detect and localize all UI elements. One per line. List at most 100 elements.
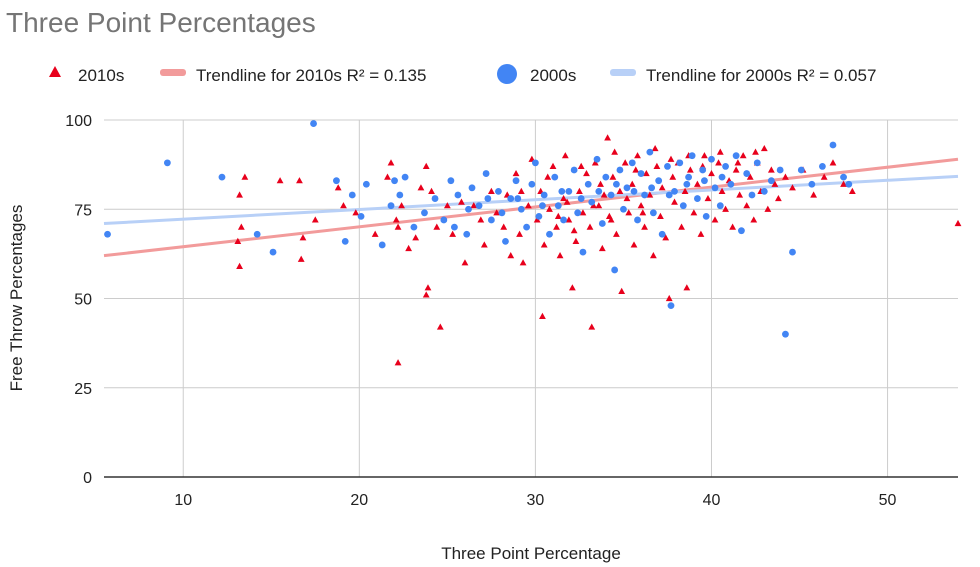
point-2000s — [484, 195, 492, 202]
point-2010s — [299, 234, 307, 241]
point-2000s — [498, 209, 506, 217]
point-2000s — [782, 330, 789, 338]
point-2000s — [310, 120, 317, 127]
gridlines — [104, 119, 958, 477]
x-tick-label: 50 — [879, 492, 897, 509]
point-2010s — [392, 216, 400, 223]
point-2010s — [436, 323, 444, 330]
point-2010s — [729, 223, 737, 230]
point-2010s — [609, 173, 617, 180]
point-2010s — [572, 237, 580, 244]
point-2000s — [554, 202, 562, 210]
point-2000s — [655, 177, 663, 185]
point-2010s — [241, 173, 249, 180]
point-2010s — [583, 169, 590, 177]
point-2010s — [297, 255, 305, 262]
point-2000s — [637, 170, 645, 177]
y-tick-label: 0 — [83, 470, 92, 487]
point-2000s — [539, 202, 546, 210]
point-2000s — [535, 212, 543, 220]
point-2000s — [620, 205, 627, 213]
point-2000s — [607, 191, 615, 199]
point-2000s — [789, 248, 796, 256]
point-2000s — [507, 195, 515, 202]
point-2010s — [722, 205, 729, 212]
point-2010s — [352, 209, 360, 216]
point-2010s — [371, 230, 379, 237]
point-2010s — [671, 198, 678, 205]
legend: 2010s Trendline for 2010s R² = 0.135 200… — [49, 64, 876, 85]
point-2010s — [623, 194, 631, 202]
point-2000s — [387, 202, 395, 210]
point-2000s — [679, 202, 687, 210]
point-2010s — [565, 216, 573, 223]
axes: 0 25 50 75 100 10 20 30 40 50 — [65, 113, 958, 509]
point-2010s — [236, 191, 243, 198]
point-2010s — [686, 166, 694, 173]
x-tick-label: 30 — [527, 492, 545, 509]
point-2000s — [218, 173, 226, 181]
point-2010s — [417, 184, 425, 191]
point-2000s — [333, 177, 340, 185]
point-2010s — [639, 209, 647, 216]
point-2010s — [311, 216, 319, 223]
point-2010s — [598, 244, 606, 252]
point-2010s — [384, 173, 391, 180]
point-2010s — [697, 230, 705, 237]
point-2010s — [236, 262, 243, 269]
point-2010s — [613, 230, 620, 237]
point-2010s — [840, 180, 847, 187]
point-2010s — [642, 169, 650, 177]
point-2000s — [598, 220, 606, 227]
point-2000s — [595, 188, 603, 195]
point-2010s — [398, 202, 405, 209]
point-2000s — [727, 180, 735, 188]
point-2010s — [570, 227, 578, 234]
point-2010s — [428, 187, 435, 194]
point-2010s — [690, 209, 698, 216]
point-2000s — [688, 152, 696, 160]
point-2000s — [664, 163, 671, 170]
point-2010s — [678, 223, 685, 230]
point-2010s — [760, 144, 768, 152]
point-2000s — [341, 237, 349, 245]
point-2010s — [789, 184, 796, 191]
point-2010s — [634, 152, 641, 159]
point-2010s — [560, 194, 567, 202]
point-2000s — [528, 180, 536, 188]
point-2010s — [590, 202, 597, 209]
point-2010s — [524, 202, 532, 209]
point-2010s — [576, 187, 583, 194]
point-2000s — [546, 230, 553, 238]
point-2010s — [387, 159, 395, 166]
point-2000s — [738, 227, 745, 235]
point-2010s — [632, 166, 640, 173]
point-2000s — [693, 195, 701, 202]
point-2010s — [512, 169, 520, 177]
point-2000s — [683, 180, 691, 188]
point-2010s — [477, 216, 485, 223]
point-2010s — [412, 234, 420, 241]
point-2000s — [348, 191, 356, 199]
point-2010s — [732, 166, 740, 173]
point-2000s — [630, 188, 638, 195]
point-2010s — [630, 241, 638, 248]
point-2000s — [482, 170, 490, 177]
point-2000s — [699, 166, 707, 174]
y-tick-label: 75 — [74, 202, 92, 219]
point-2000s — [588, 198, 596, 206]
point-2010s — [739, 152, 747, 159]
legend-marker-trend-2000s — [610, 69, 636, 76]
y-tick-label: 100 — [65, 113, 92, 130]
point-2010s — [767, 166, 775, 173]
point-2010s — [848, 187, 856, 194]
point-2000s — [362, 180, 370, 188]
point-2000s — [767, 177, 775, 185]
point-2000s — [628, 159, 636, 167]
point-2010s — [237, 223, 245, 230]
point-2000s — [634, 216, 641, 224]
point-2000s — [454, 191, 462, 199]
y-axis-label: Free Throw Percentages — [7, 205, 26, 392]
point-2000s — [495, 188, 502, 195]
